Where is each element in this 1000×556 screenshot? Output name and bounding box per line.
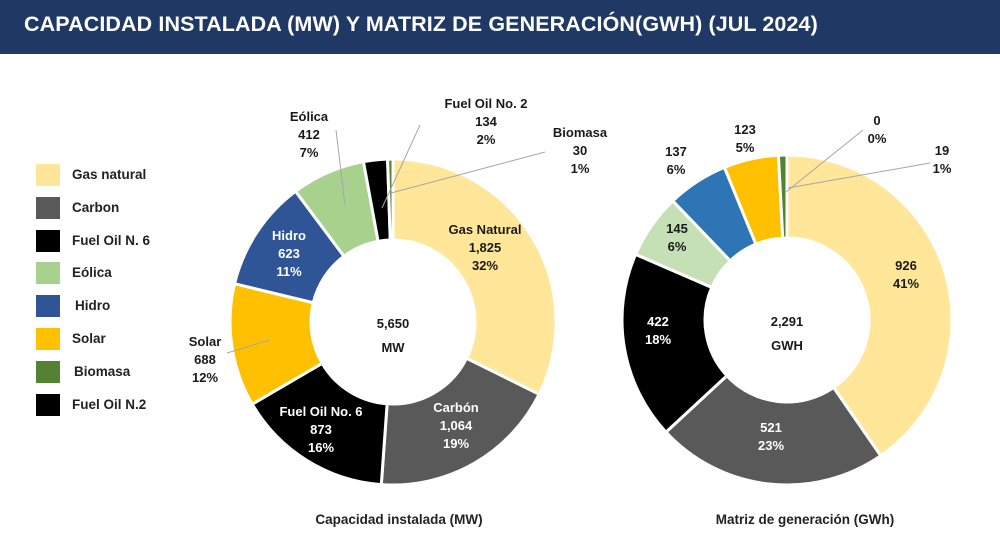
legend-item-solar: Solar	[36, 328, 226, 352]
legend-swatch	[36, 295, 60, 317]
legend-label: Fuel Oil N.2	[72, 397, 147, 412]
legend-item-gas-natural: Gas natural	[36, 164, 226, 188]
legend-label: Gas natural	[72, 167, 147, 182]
legend-label: Hidro	[75, 298, 111, 313]
donut1-label-slice-137-percent: 6%	[667, 162, 686, 177]
donut0-label-fuel-oil-no-6-name: Fuel Oil No. 6	[279, 404, 362, 419]
donut0-label-hidro-name: Hidro	[272, 228, 306, 243]
legend-swatch	[36, 262, 60, 284]
donut1-label-slice-0-value: 0	[873, 113, 880, 128]
donut0-slice-gas-natural	[391, 157, 558, 397]
header-bar: CAPACIDAD INSTALADA (MW) Y MATRIZ DE GEN…	[0, 0, 1000, 54]
donut0-leader-line-2	[335, 129, 346, 206]
donut0-label-eolica-name: Eólica	[290, 109, 329, 124]
donut0-label-eolica-value: 412	[298, 127, 320, 142]
legend-label: Solar	[72, 331, 106, 346]
donut1-slice-slice-7	[776, 153, 789, 240]
donut1-slice-slice-0	[785, 153, 954, 458]
legend-item-carbon: Carbon	[36, 197, 226, 221]
legend-label: Biomasa	[74, 364, 131, 379]
legend-label: Eólica	[72, 265, 112, 280]
legend-swatch	[36, 197, 60, 219]
donut1-label-slice-123-percent: 5%	[736, 140, 755, 155]
donut0-label-carbon-name: Carbón	[433, 400, 479, 415]
donut0-label-solar-value: 688	[194, 352, 216, 367]
donut1-slice-slice-2	[620, 252, 729, 435]
donut0-label-hidro-value: 623	[278, 246, 300, 261]
donut0-center-value: 5,650	[377, 316, 410, 331]
donut0-label-fuel-oil-no-6-value: 873	[310, 422, 332, 437]
donut0-slice-biomasa	[386, 157, 395, 242]
legend-label: Carbon	[72, 200, 120, 215]
chart-caption-generation: Matriz de generación (GWh)	[715, 512, 895, 527]
donut1-label-slice-521-percent: 23%	[758, 438, 784, 453]
donut0-label-gas-natural-percent: 32%	[472, 258, 498, 273]
legend-swatch	[36, 164, 60, 186]
legend-item-eolica: Eólica	[36, 262, 226, 286]
legend-label: Fuel Oil N. 6	[72, 233, 151, 248]
donut1-label-slice-926-value: 926	[895, 258, 917, 273]
donut1-label-slice-123-value: 123	[734, 122, 756, 137]
donut1-label-slice-0-percent: 0%	[868, 131, 887, 146]
donut0-label-carbon-percent: 19%	[443, 436, 469, 451]
donut1-label-slice-19-value: 19	[935, 143, 949, 158]
donut1-label-slice-422-percent: 18%	[645, 332, 671, 347]
legend-item-hidro: Hidro	[36, 295, 226, 319]
donut1-leader-line-2	[787, 162, 931, 189]
donut1-center-unit: GWH	[771, 338, 803, 353]
donut0-label-biomasa-value: 30	[573, 143, 587, 158]
donut0-label-carbon-value: 1,064	[440, 418, 473, 433]
donut0-leader-line-4	[390, 151, 546, 194]
donut0-label-fuel-oil-no-2-name: Fuel Oil No. 2	[444, 96, 527, 111]
legend-item-biomasa: Biomasa	[36, 361, 226, 385]
donut0-center-unit: MW	[381, 340, 405, 355]
donut1-slice-slice-1	[663, 373, 883, 487]
donut0-label-eolica-percent: 7%	[300, 145, 319, 160]
donut0-label-fuel-oil-no-6-percent: 16%	[308, 440, 334, 455]
donut0-label-fuel-oil-no-2-percent: 2%	[477, 132, 496, 147]
legend-swatch	[36, 328, 60, 350]
page-title: CAPACIDAD INSTALADA (MW) Y MATRIZ DE GEN…	[24, 12, 818, 36]
legend-item-fuel-oil-2: Fuel Oil N.2	[36, 394, 226, 418]
donut0-label-solar-percent: 12%	[192, 370, 218, 385]
legend-swatch	[36, 230, 60, 252]
legend-swatch	[36, 394, 60, 416]
donut1-label-slice-19-percent: 1%	[933, 161, 952, 176]
donut1-label-slice-521-value: 521	[760, 420, 782, 435]
donut0-slice-carbon	[379, 356, 542, 487]
donut1-label-slice-422-value: 422	[647, 314, 669, 329]
donut0-label-hidro-percent: 11%	[276, 264, 302, 279]
donut1-label-slice-145-value: 145	[666, 221, 688, 236]
legend-swatch	[36, 361, 60, 383]
donut0-label-fuel-oil-no-2-value: 134	[475, 114, 497, 129]
donut0-leader-line-3	[381, 124, 421, 209]
donut1-label-slice-145-percent: 6%	[668, 239, 687, 254]
donut0-label-biomasa-name: Biomasa	[553, 125, 608, 140]
donut0-label-gas-natural-value: 1,825	[469, 240, 502, 255]
donut0-label-gas-natural-name: Gas Natural	[449, 222, 522, 237]
legend-item-fuel-oil-6: Fuel Oil N. 6	[36, 230, 226, 254]
donut1-center-value: 2,291	[771, 314, 804, 329]
donut1-leader-line-1	[785, 129, 864, 193]
chart-caption-capacity: Capacidad instalada (MW)	[315, 512, 483, 527]
donut0-leader-line-1	[226, 339, 271, 354]
donut0-label-biomasa-percent: 1%	[571, 161, 590, 176]
donut0-label-solar-name: Solar	[189, 334, 222, 349]
donut1-label-slice-137-value: 137	[665, 144, 687, 159]
donut1-label-slice-926-percent: 41%	[893, 276, 919, 291]
